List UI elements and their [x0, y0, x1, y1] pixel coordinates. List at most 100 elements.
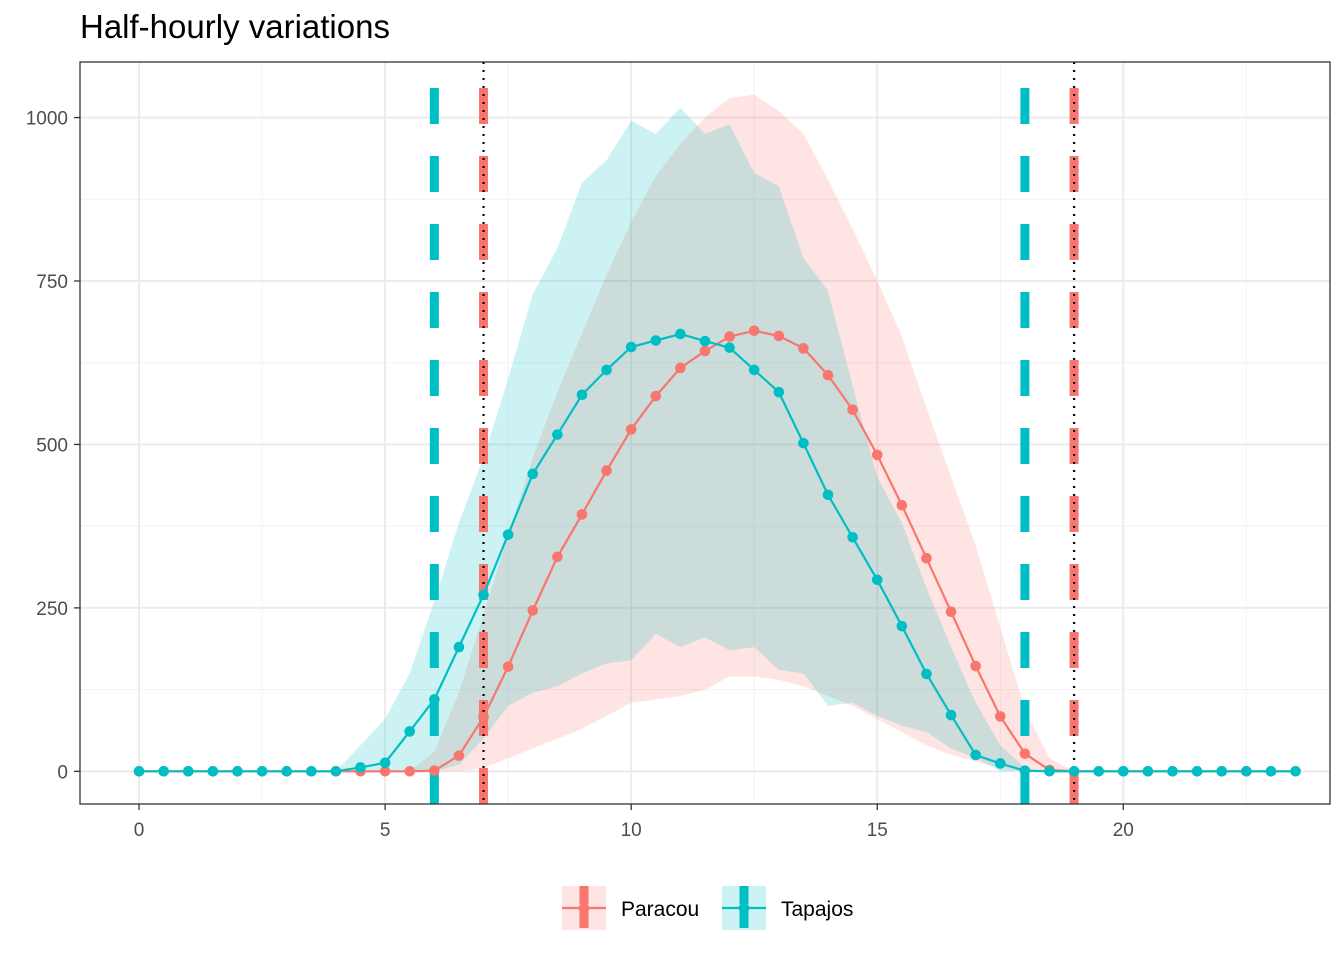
data-point-paracou	[650, 390, 662, 402]
data-point-tapajos	[1142, 766, 1154, 777]
data-point-tapajos	[576, 389, 588, 401]
data-point-tapajos	[429, 694, 440, 705]
data-point-tapajos	[1093, 766, 1105, 777]
data-point-tapajos	[650, 335, 662, 346]
point-layer	[133, 325, 1301, 777]
data-point-paracou	[896, 499, 908, 511]
axis-layer: 0 5 10 15 20 0 250 500 750 1000	[26, 109, 1134, 841]
data-point-tapajos	[1019, 765, 1031, 776]
data-point-paracou	[576, 509, 588, 520]
data-point-tapajos	[945, 709, 957, 721]
data-point-tapajos	[355, 762, 366, 773]
data-point-tapajos	[158, 766, 169, 777]
x-tick-label: 20	[1113, 820, 1134, 841]
data-point-tapajos	[281, 766, 292, 777]
x-tick-label: 0	[134, 820, 145, 841]
data-point-tapajos	[256, 766, 268, 777]
legend: Paracou Tapajos	[562, 886, 853, 930]
data-point-tapajos	[379, 757, 391, 769]
data-point-tapajos	[404, 726, 416, 737]
data-point-tapajos	[921, 668, 932, 680]
data-point-paracou	[724, 331, 735, 342]
data-point-tapajos	[1068, 766, 1080, 777]
data-point-paracou	[921, 552, 932, 564]
data-point-paracou	[871, 449, 883, 461]
y-tick-label: 1000	[26, 109, 68, 130]
data-point-tapajos	[601, 364, 612, 376]
data-point-tapajos	[994, 758, 1006, 769]
data-point-paracou	[502, 661, 514, 673]
ribbon-paracou	[139, 94, 1296, 772]
plot-panel-border	[79, 61, 1331, 805]
data-point-tapajos	[305, 766, 317, 777]
legend-entry-tapajos: Tapajos	[722, 886, 853, 930]
data-point-tapajos	[133, 766, 145, 777]
data-point-tapajos	[182, 766, 194, 777]
data-point-paracou	[970, 660, 981, 672]
data-point-paracou	[847, 404, 858, 416]
data-point-paracou	[675, 362, 686, 374]
data-point-tapajos	[970, 749, 981, 761]
data-point-tapajos	[675, 328, 686, 340]
y-tick-label: 0	[57, 762, 68, 783]
data-point-tapajos	[1044, 766, 1055, 777]
legend-label-paracou: Paracou	[621, 898, 699, 921]
data-point-tapajos	[1191, 766, 1203, 777]
data-point-tapajos	[527, 468, 539, 480]
data-point-tapajos	[478, 589, 489, 601]
data-point-tapajos	[502, 529, 514, 540]
legend-key-point	[738, 902, 750, 914]
data-point-tapajos	[699, 335, 711, 347]
data-point-tapajos	[871, 574, 883, 586]
data-point-paracou	[1019, 748, 1031, 759]
data-point-tapajos	[896, 620, 908, 632]
data-point-tapajos	[847, 531, 858, 543]
data-point-tapajos	[232, 766, 243, 777]
data-point-paracou	[699, 345, 711, 357]
plot-panel-background	[80, 62, 1330, 804]
grid-layer	[80, 62, 1330, 804]
chart-title: Half-hourly variations	[80, 8, 390, 45]
data-point-paracou	[552, 551, 563, 563]
x-tick-label: 15	[867, 820, 888, 841]
legend-label-tapajos: Tapajos	[781, 898, 853, 921]
data-point-paracou	[748, 325, 760, 336]
data-point-tapajos	[798, 437, 809, 449]
data-point-paracou	[994, 711, 1006, 722]
data-point-tapajos	[1216, 766, 1228, 777]
data-point-paracou	[404, 766, 416, 777]
data-point-paracou	[798, 343, 809, 354]
data-point-tapajos	[1265, 766, 1277, 777]
data-point-paracou	[945, 606, 957, 618]
data-point-tapajos	[773, 386, 785, 398]
data-point-tapajos	[1167, 766, 1178, 777]
ribbon-layer	[139, 94, 1296, 772]
data-point-tapajos	[1118, 766, 1129, 777]
data-point-paracou	[478, 711, 489, 723]
data-point-tapajos	[453, 641, 465, 653]
data-point-paracou	[601, 465, 612, 476]
data-point-paracou	[625, 424, 637, 435]
data-point-tapajos	[207, 766, 219, 777]
data-point-tapajos	[625, 341, 637, 353]
data-point-tapajos	[748, 364, 760, 376]
data-point-paracou	[453, 750, 465, 761]
data-point-tapajos	[330, 766, 342, 777]
data-point-paracou	[429, 765, 440, 776]
data-point-paracou	[527, 605, 539, 616]
data-point-tapajos	[724, 342, 735, 353]
y-tick-label: 500	[36, 435, 68, 456]
data-point-tapajos	[1241, 766, 1252, 777]
data-point-paracou	[822, 369, 834, 381]
data-point-tapajos	[552, 429, 563, 440]
data-point-tapajos	[822, 489, 834, 501]
vline-layer	[429, 62, 1079, 804]
legend-key-point	[578, 902, 590, 914]
data-point-paracou	[773, 330, 785, 342]
x-tick-label: 5	[380, 820, 391, 841]
data-point-tapajos	[1290, 766, 1301, 777]
y-tick-label: 750	[36, 272, 68, 293]
y-tick-label: 250	[36, 599, 68, 620]
ribbon-tapajos	[139, 107, 1296, 772]
